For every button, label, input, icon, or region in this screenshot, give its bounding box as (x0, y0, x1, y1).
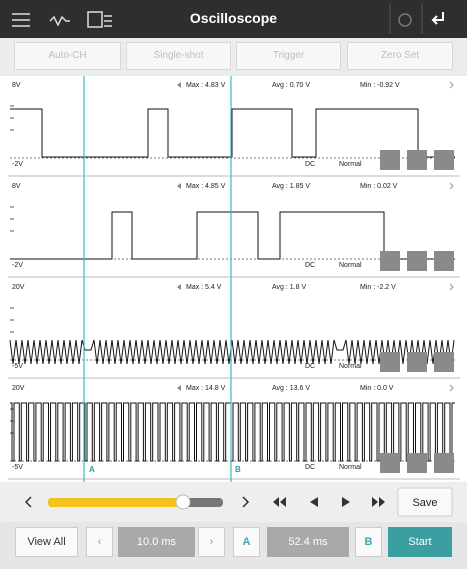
scale-top: 20V (12, 385, 25, 392)
panel-button[interactable] (407, 150, 427, 170)
stat-min: Min : -2.2 V (360, 284, 396, 291)
time-div: 10.0 ms (118, 527, 195, 557)
stat-min: Min : -0.92 V (360, 82, 400, 89)
waveform (10, 402, 455, 462)
channel-panel: 8V Max : 4.83 V Avg : 0.70 V Min : -0.92 V -… (8, 81, 460, 177)
panel-button[interactable] (380, 150, 400, 170)
panel-button[interactable] (380, 251, 400, 271)
button[interactable]: Auto-CH (14, 42, 121, 70)
stat-max: Max : 4.83 V (186, 82, 226, 89)
coupling: DC (305, 262, 315, 269)
cursor-b-button[interactable]: B (355, 527, 382, 557)
stat-max: Max : 4.85 V (186, 183, 226, 190)
mode: Normal (339, 464, 362, 471)
delta-time: 52.4 ms (267, 527, 349, 557)
panel-button[interactable] (434, 453, 454, 473)
cursor-label: B (235, 465, 241, 474)
panel-button[interactable] (434, 352, 454, 372)
panel-button[interactable] (434, 251, 454, 271)
expand-arrow (449, 283, 454, 291)
coupling: DC (305, 464, 315, 471)
stat-avg: Avg : 1.85 V (272, 183, 310, 190)
stat-min: Min : 0.02 V (360, 183, 398, 190)
scale-bottom: -5V (12, 464, 23, 471)
stat-min: Min : 0.0 V (360, 385, 394, 392)
expand-arrow (449, 81, 454, 89)
button[interactable]: Trigger (236, 42, 341, 70)
stat-avg: Avg : 1.8 V (272, 284, 306, 291)
stat-max: Max : 5.4 V (186, 284, 222, 291)
scale-top: 20V (12, 284, 25, 291)
panel-button[interactable] (407, 453, 427, 473)
prev-button[interactable]: ‹ (86, 527, 113, 557)
stat-arrow (177, 284, 181, 290)
save-button[interactable]: Save (412, 497, 437, 509)
panel-button[interactable] (380, 453, 400, 473)
channel-panel: 20V Max : 14.8 V Avg : 13.6 V Min : 0.0 V -5… (8, 384, 460, 480)
button[interactable]: Single-shot (126, 42, 231, 70)
stat-avg: Avg : 13.6 V (272, 385, 310, 392)
waveform (10, 108, 455, 158)
mode: Normal (339, 161, 362, 168)
channel-panel: 20V Max : 5.4 V Avg : 1.8 V Min : -2.2 V -5V… (8, 283, 460, 379)
scale-top: 8V (12, 183, 21, 190)
stat-arrow (177, 183, 181, 189)
waveform (10, 211, 455, 260)
mode: Normal (339, 262, 362, 269)
scale-bottom: -2V (12, 161, 23, 168)
view-all-button[interactable]: View All (15, 527, 78, 557)
stat-max: Max : 14.8 V (186, 385, 226, 392)
cursor-a-button[interactable]: A (233, 527, 260, 557)
stat-arrow (177, 82, 181, 88)
start-button[interactable]: Start (388, 527, 452, 557)
button[interactable]: Zero Set (347, 42, 453, 70)
toolbar: Oscilloscope (0, 0, 467, 38)
scale-bottom: -5V (12, 363, 23, 370)
cursor-label: A (89, 465, 95, 474)
coupling: DC (305, 161, 315, 168)
scale-bottom: -2V (12, 262, 23, 269)
stat-arrow (177, 385, 181, 391)
panel-button[interactable] (434, 150, 454, 170)
next-button[interactable]: › (198, 527, 225, 557)
expand-arrow (449, 182, 454, 190)
scope-panels: 8V Max : 4.83 V Avg : 0.70 V Min : -0.92 V -… (0, 76, 467, 482)
panel-button[interactable] (407, 352, 427, 372)
toolbar-icons (12, 4, 444, 34)
title: Oscilloscope (189, 10, 278, 26)
coupling: DC (305, 363, 315, 370)
expand-arrow (449, 384, 454, 392)
playback-bar: Save (0, 484, 467, 522)
panel-button[interactable] (407, 251, 427, 271)
stat-avg: Avg : 0.70 V (272, 82, 310, 89)
panel-button[interactable] (380, 352, 400, 372)
mode: Normal (339, 363, 362, 370)
scale-top: 8V (12, 82, 21, 89)
channel-panel: 8V Max : 4.85 V Avg : 1.85 V Min : 0.02 V -2… (8, 182, 460, 278)
